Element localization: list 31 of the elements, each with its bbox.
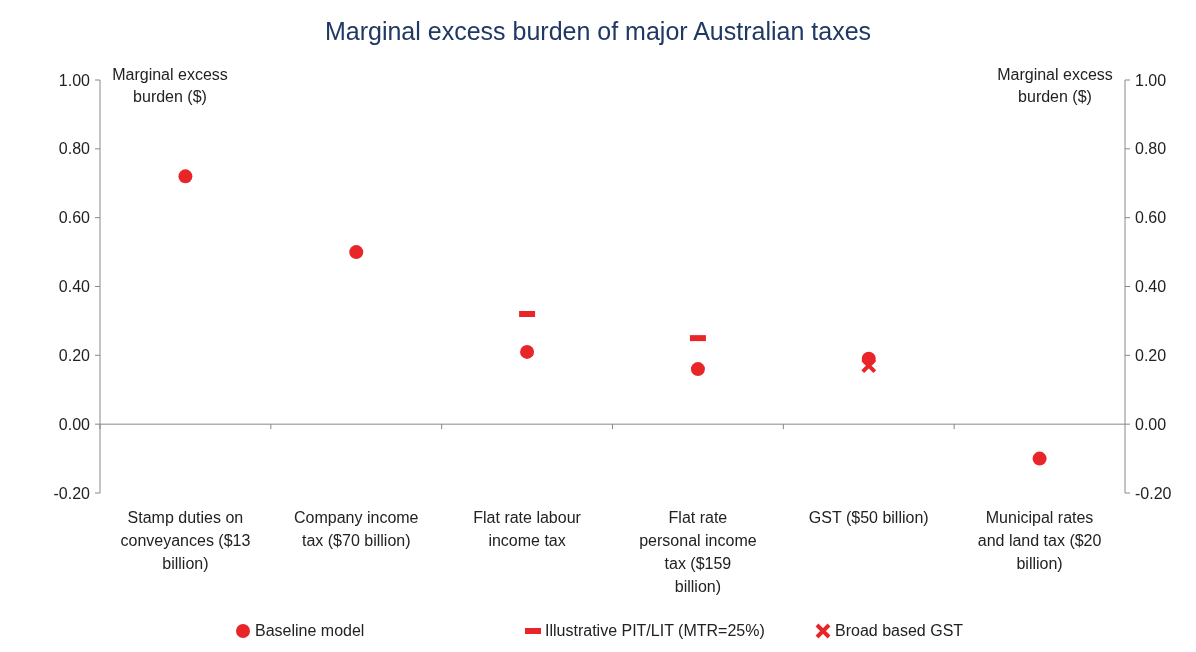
y-tick-label: 0.00 [58, 415, 91, 433]
legend-label: Broad based GST [835, 622, 964, 639]
x-tick-label: Municipal rates and land tax ($20 billion) [977, 509, 1102, 572]
x-tick-label: Company income tax ($70 billion) [294, 509, 419, 549]
y2-tick-label: 1.00 [1135, 71, 1167, 89]
legend-label: Illustrative PIT/LIT (MTR=25%) [545, 622, 765, 639]
chart-title: Marginal excess burden of major Australian taxes [324, 17, 872, 45]
legend-label: Baseline model [255, 622, 365, 639]
y2-tick-label: 0.80 [1135, 140, 1167, 158]
y-tick-label: 0.40 [58, 278, 91, 296]
y-tick-label: 1.00 [58, 71, 91, 89]
x-tick-label: Flat rate labour income tax [473, 509, 582, 549]
y-axis-title: Marginal excess burden ($) [112, 66, 228, 105]
point [520, 344, 535, 359]
y2-axis-title: Marginal excess burden ($) [997, 66, 1113, 105]
y-tick-label: 0.80 [58, 140, 91, 158]
point [1032, 451, 1047, 466]
x-tick-label: Stamp duties on conveyances ($13 billion) [120, 509, 251, 572]
x-tick-label: Flat rate personal income tax ($159 billion) [639, 509, 757, 595]
y2-tick-label: -0.20 [1135, 484, 1172, 502]
x-tick-label: GST ($50 billion) [808, 509, 929, 526]
y2-tick-label: 0.60 [1135, 209, 1167, 227]
y-tick-label: -0.20 [53, 484, 91, 502]
point [178, 169, 193, 184]
y-tick-label: 0.60 [58, 209, 91, 227]
y-tick-label: 0.20 [58, 346, 91, 364]
y2-tick-label: 0.40 [1135, 278, 1167, 296]
y2-tick-label: 0.00 [1135, 415, 1167, 433]
y2-tick-label: 0.20 [1135, 346, 1167, 364]
point [349, 245, 364, 260]
point [690, 362, 705, 377]
